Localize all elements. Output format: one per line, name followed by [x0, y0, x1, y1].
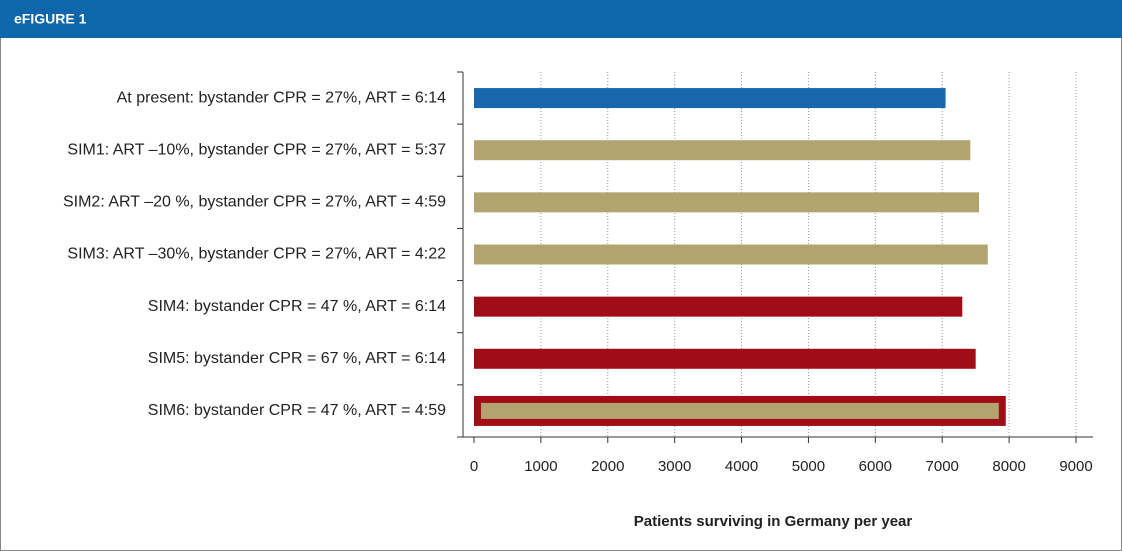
- y-tick-label: SIM6: bystander CPR = 47 %, ART = 4:59: [148, 402, 446, 419]
- x-tick-label: 7000: [926, 458, 959, 475]
- y-tick-label: SIM4: bystander CPR = 47 %, ART = 6:14: [148, 298, 446, 315]
- x-tick-label: 2000: [591, 458, 624, 475]
- bar: [474, 244, 988, 265]
- y-tick-label: SIM3: ART –30%, bystander CPR = 27%, ART…: [67, 246, 446, 263]
- bar: [474, 395, 1006, 426]
- bar: [474, 296, 963, 317]
- x-axis-title: Patients surviving in Germany per year: [634, 513, 913, 530]
- header-bar: [0, 0, 1122, 38]
- header-title: eFIGURE 1: [14, 11, 87, 27]
- y-tick-label: At present: bystander CPR = 27%, ART = 6…: [117, 89, 446, 106]
- y-tick-label: SIM1: ART –10%, bystander CPR = 27%, ART…: [67, 141, 446, 158]
- bar: [474, 140, 971, 161]
- x-tick-label: 4000: [725, 458, 758, 475]
- x-tick-label: 5000: [792, 458, 825, 475]
- x-tick-label: 3000: [658, 458, 691, 475]
- x-tick-label: 0: [470, 458, 478, 475]
- x-tick-label: 6000: [859, 458, 892, 475]
- bar: [474, 192, 980, 213]
- x-tick-label: 9000: [1059, 458, 1092, 475]
- y-tick-label: SIM2: ART –20 %, bystander CPR = 27%, AR…: [63, 194, 446, 211]
- x-tick-label: 1000: [524, 458, 557, 475]
- bar: [474, 348, 976, 369]
- x-tick-label: 8000: [992, 458, 1025, 475]
- y-tick-label: SIM5: bystander CPR = 67 %, ART = 6:14: [148, 350, 446, 367]
- bar: [474, 88, 946, 109]
